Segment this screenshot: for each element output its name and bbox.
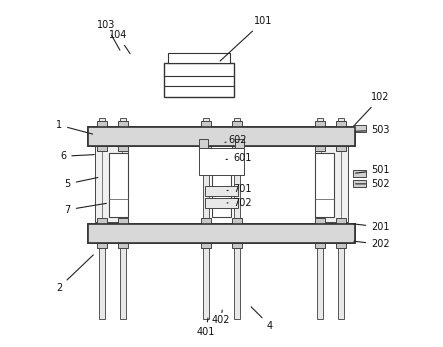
Bar bbox=[95, 146, 128, 222]
Bar bbox=[205, 186, 238, 196]
Text: 402: 402 bbox=[212, 310, 230, 325]
Bar bbox=[235, 139, 244, 147]
Bar bbox=[232, 218, 242, 223]
Bar bbox=[338, 118, 344, 319]
Text: 501: 501 bbox=[356, 165, 390, 175]
Bar bbox=[315, 146, 325, 151]
Bar bbox=[201, 218, 211, 223]
Text: 702: 702 bbox=[227, 198, 252, 208]
Text: 602: 602 bbox=[225, 135, 247, 145]
Bar bbox=[317, 118, 323, 319]
Bar bbox=[234, 118, 240, 319]
Text: 202: 202 bbox=[354, 239, 390, 249]
Bar bbox=[97, 146, 108, 151]
Text: 4: 4 bbox=[251, 307, 273, 331]
Text: 103: 103 bbox=[97, 20, 120, 50]
Bar bbox=[205, 198, 238, 208]
Bar bbox=[118, 243, 128, 248]
Bar bbox=[212, 153, 231, 217]
Bar bbox=[232, 121, 242, 127]
Bar bbox=[335, 146, 346, 151]
Text: 201: 201 bbox=[354, 222, 390, 232]
Bar bbox=[201, 121, 211, 127]
Text: 601: 601 bbox=[226, 153, 252, 163]
Text: 502: 502 bbox=[356, 179, 390, 189]
Text: 701: 701 bbox=[227, 184, 252, 194]
Bar bbox=[109, 153, 128, 217]
Bar bbox=[315, 146, 348, 222]
Text: 6: 6 bbox=[60, 151, 94, 161]
Bar bbox=[315, 153, 334, 217]
Text: 1: 1 bbox=[56, 120, 93, 134]
Text: 102: 102 bbox=[355, 92, 390, 125]
Bar bbox=[118, 146, 128, 151]
Bar bbox=[203, 118, 209, 319]
Bar bbox=[232, 243, 242, 248]
Bar bbox=[199, 139, 208, 147]
Bar bbox=[168, 52, 230, 63]
Bar bbox=[120, 118, 126, 319]
Bar bbox=[201, 243, 211, 248]
Bar bbox=[118, 121, 128, 127]
Bar bbox=[232, 146, 242, 151]
Text: 503: 503 bbox=[356, 125, 390, 135]
Text: 101: 101 bbox=[220, 16, 272, 61]
Bar bbox=[118, 218, 128, 223]
Bar bbox=[164, 63, 233, 98]
Bar bbox=[315, 243, 325, 248]
Bar bbox=[335, 243, 346, 248]
Text: 5: 5 bbox=[65, 178, 98, 189]
Bar bbox=[353, 170, 366, 177]
Bar bbox=[315, 218, 325, 223]
Bar bbox=[99, 118, 105, 319]
Bar bbox=[89, 223, 354, 243]
Text: 401: 401 bbox=[197, 318, 215, 338]
Bar bbox=[89, 127, 354, 146]
Text: 104: 104 bbox=[109, 30, 130, 54]
Bar bbox=[353, 125, 366, 132]
Bar bbox=[97, 218, 108, 223]
Bar bbox=[89, 223, 354, 243]
Bar bbox=[315, 121, 325, 127]
Bar bbox=[335, 121, 346, 127]
Bar bbox=[335, 218, 346, 223]
Bar bbox=[199, 147, 244, 175]
Text: 2: 2 bbox=[56, 255, 93, 293]
Text: 7: 7 bbox=[65, 203, 106, 215]
Bar bbox=[89, 127, 354, 146]
Bar bbox=[97, 243, 108, 248]
Bar bbox=[97, 121, 108, 127]
Bar bbox=[353, 180, 366, 187]
Bar bbox=[201, 146, 211, 151]
